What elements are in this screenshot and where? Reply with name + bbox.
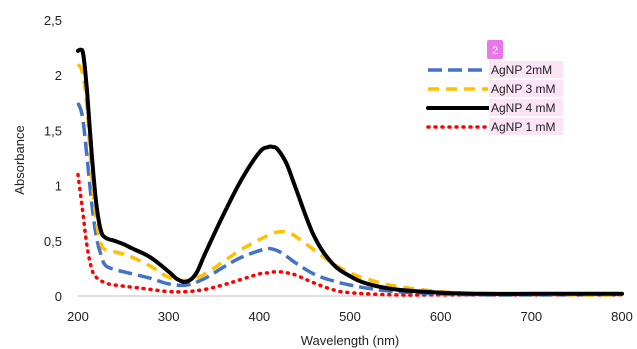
x-tick-label: 700 <box>520 309 542 324</box>
legend-badge-label: 2 <box>492 45 498 57</box>
series-line-agnp-4-mm <box>76 47 624 296</box>
legend-label-highlight <box>489 61 563 78</box>
x-tick-label: 800 <box>611 309 633 324</box>
x-tick-label: 400 <box>248 309 270 324</box>
series-line-agnp-2mm <box>76 102 622 297</box>
legend-label-highlight <box>489 80 563 97</box>
y-tick-label: 1,5 <box>44 123 62 138</box>
y-tick-label: 1 <box>55 179 62 194</box>
y-axis-ticks: 0 0,5 1 1,5 2 2,5 <box>44 13 62 304</box>
x-tick-label: 300 <box>158 309 180 324</box>
x-tick-label: 500 <box>339 309 361 324</box>
legend-badge <box>487 40 503 59</box>
series-line-agnp-1-mm <box>76 172 624 297</box>
y-tick-label: 0 <box>55 289 62 304</box>
series-layer <box>76 47 624 297</box>
x-tick-label: 600 <box>430 309 452 324</box>
x-axis-title: Wavelength (nm) <box>301 333 400 348</box>
y-tick-label: 2 <box>55 68 62 83</box>
legend-label: AgNP 4 mM <box>491 101 555 115</box>
y-tick-label: 0,5 <box>44 234 62 249</box>
x-axis-ticks: 200 300 400 500 600 700 800 <box>67 309 633 324</box>
legend-label-highlight <box>489 99 563 116</box>
legend-label: AgNP 1 mM <box>491 120 555 134</box>
series-line-agnp-3-mm <box>76 63 623 297</box>
legend-label-highlight <box>489 118 563 135</box>
x-tick-label: 200 <box>67 309 89 324</box>
y-axis-title: Absorbance <box>12 125 27 194</box>
y-tick-label: 2,5 <box>44 13 62 28</box>
legend-label: AgNP 3 mM <box>491 82 555 96</box>
chart-legend: 2 AgNP 2mM AgNP 3 mM AgNP 4 mM AgNP 1 mM <box>426 40 563 135</box>
legend-label: AgNP 2mM <box>491 63 552 77</box>
